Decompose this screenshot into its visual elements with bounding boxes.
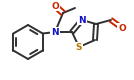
Text: O: O <box>51 2 59 10</box>
Text: N: N <box>51 28 59 36</box>
Text: S: S <box>76 42 82 52</box>
Text: O: O <box>118 24 126 32</box>
Text: N: N <box>78 16 86 24</box>
